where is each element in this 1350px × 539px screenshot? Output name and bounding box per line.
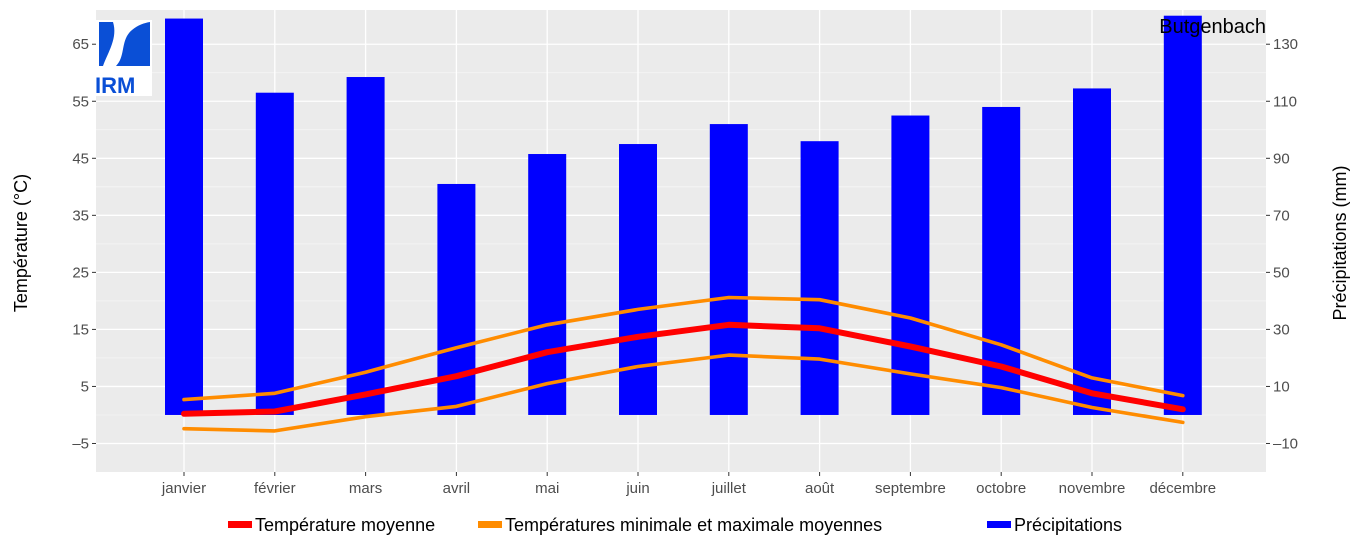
legend: Température moyenne Températures minimal… bbox=[228, 515, 1122, 535]
left-tick-label: 35 bbox=[72, 207, 89, 224]
x-tick-label: septembre bbox=[875, 480, 946, 497]
right-tick-label: –10 bbox=[1273, 435, 1298, 452]
left-axis-title: Température (°C) bbox=[11, 174, 31, 312]
irm-logo: IRM bbox=[95, 20, 152, 98]
logo-left-shape bbox=[99, 22, 115, 66]
right-tick-label: 70 bbox=[1273, 207, 1290, 224]
right-tick-label: 130 bbox=[1273, 36, 1298, 53]
x-tick-label: décembre bbox=[1149, 480, 1216, 497]
left-tick-label: 25 bbox=[72, 264, 89, 281]
x-tick-label: avril bbox=[443, 480, 471, 497]
station-name: Butgenbach bbox=[1159, 16, 1266, 38]
precipitation-bar bbox=[1073, 88, 1111, 415]
legend-label-min-max-temperature: Températures minimale et maximale moyenn… bbox=[505, 515, 882, 535]
right-tick-label: 90 bbox=[1273, 150, 1290, 167]
left-tick-label: 45 bbox=[72, 150, 89, 167]
precipitation-bar bbox=[346, 77, 385, 415]
legend-key-min-max-temperature bbox=[478, 521, 502, 528]
x-tick-label: janvier bbox=[161, 480, 206, 497]
axes: –5 5 15 25 35 45 55 65 –10 10 30 50 70 90 110 130 janvie… bbox=[72, 36, 1298, 497]
x-tick-label: novembre bbox=[1059, 480, 1126, 497]
precipitation-bar bbox=[619, 144, 657, 415]
legend-item-min-max-temperature: Températures minimale et maximale moyenn… bbox=[478, 515, 882, 535]
left-tick-label: 65 bbox=[72, 36, 89, 53]
legend-item-precipitation: Précipitations bbox=[987, 515, 1122, 535]
x-tick-label: juin bbox=[625, 480, 649, 497]
precipitation-bar bbox=[1163, 15, 1202, 415]
legend-key-mean-temperature bbox=[228, 521, 252, 528]
temperature-lines bbox=[181, 295, 1186, 433]
x-tick-label: août bbox=[805, 480, 835, 497]
min-temperature-line bbox=[182, 353, 1185, 433]
x-tick-label: octobre bbox=[976, 480, 1026, 497]
precipitation-bar bbox=[165, 18, 203, 415]
left-tick-label: –5 bbox=[72, 435, 89, 452]
right-axis-title: Précipitations (mm) bbox=[1330, 165, 1350, 320]
right-tick-label: 50 bbox=[1273, 264, 1290, 281]
left-tick-label: 15 bbox=[72, 321, 89, 338]
legend-label-precipitation: Précipitations bbox=[1014, 515, 1122, 535]
x-tick-label: juillet bbox=[711, 480, 747, 497]
x-tick-label: février bbox=[254, 480, 296, 497]
max-temperature-line bbox=[182, 295, 1185, 402]
right-tick-label: 10 bbox=[1273, 378, 1290, 395]
left-tick-label: 5 bbox=[81, 378, 89, 395]
logo-text: IRM bbox=[95, 73, 135, 98]
mean-temperature-line bbox=[181, 321, 1186, 417]
x-tick-label: mars bbox=[349, 480, 382, 497]
precipitation-bar bbox=[528, 154, 567, 415]
right-tick-label: 110 bbox=[1273, 93, 1297, 110]
x-tick-label: mai bbox=[535, 480, 559, 497]
precipitation-bar bbox=[255, 92, 294, 415]
legend-item-mean-temperature: Température moyenne bbox=[228, 515, 435, 535]
legend-key-precipitation bbox=[987, 521, 1011, 528]
left-tick-label: 55 bbox=[72, 93, 89, 110]
logo-right-shape bbox=[116, 22, 150, 66]
precipitation-bar bbox=[891, 115, 930, 415]
right-tick-label: 30 bbox=[1273, 321, 1290, 338]
precipitation-bar bbox=[800, 141, 839, 415]
legend-label-mean-temperature: Température moyenne bbox=[255, 515, 435, 535]
precipitation-bar bbox=[709, 124, 748, 415]
